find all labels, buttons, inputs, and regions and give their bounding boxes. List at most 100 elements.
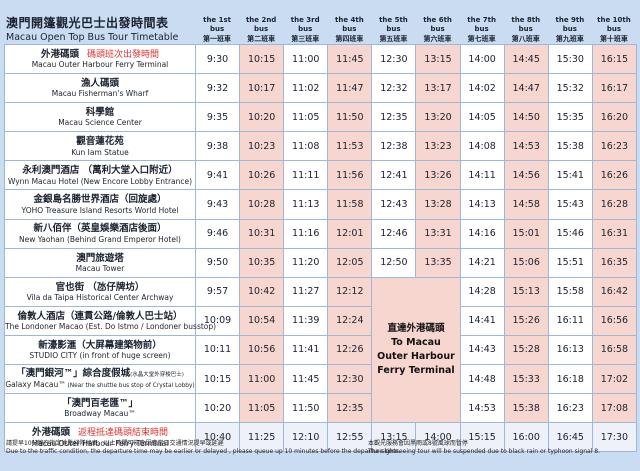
departure-time: 11:56 xyxy=(327,160,373,191)
departure-time: 10:23 xyxy=(239,131,285,162)
departure-time: 10:40 xyxy=(194,422,241,453)
departure-time: 13:31 xyxy=(415,218,461,249)
departure-time: 17:08 xyxy=(591,393,637,424)
stop-name-cell: 科學館 Macau Science Center xyxy=(4,102,196,133)
stop-name-english: Kun Iam Statue xyxy=(71,147,129,157)
departure-time: 15:38 xyxy=(547,131,593,162)
departure-time: 10:54 xyxy=(239,305,285,336)
departure-time: 14:56 xyxy=(503,160,549,191)
stop-name-cell: 倫敦人酒店（連貫公路/倫敦人巴士站） The Londoner Macao (Es… xyxy=(4,305,216,336)
departure-time: 10:42 xyxy=(239,276,285,307)
departure-time: 11:39 xyxy=(283,305,329,336)
stop-row: 官也街 （氹仔牌坊） Vila da Taipa Historical Cente… xyxy=(4,276,637,424)
stop-name-line: 倫敦人酒店（連貫公路/倫敦人巴士站） xyxy=(5,311,195,322)
stop-name-line: 新濠影滙（大屏幕建築物前） xyxy=(5,340,195,351)
bus-header-english: the 4th bus xyxy=(334,16,364,34)
departure-time: 11:27 xyxy=(283,276,329,307)
stop-name-chinese: 外港碼頭 xyxy=(31,426,70,438)
stop-name-line: 「澳門百老匯™」 xyxy=(5,398,195,409)
departure-time: 15:35 xyxy=(547,102,593,133)
stop-name-english: The Londoner Macao (Est. Do Istmo / Lond… xyxy=(5,322,217,332)
departure-time: 13:28 xyxy=(415,189,461,220)
departure-time: 9:38 xyxy=(194,131,241,162)
departure-time: 16:23 xyxy=(591,131,637,162)
departure-time: 16:26 xyxy=(591,160,637,191)
stop-row: 科學館 Macau Science Center 9:35 10:20 11:05 11:… xyxy=(4,102,637,133)
stop-name-english-line: Macau Outer Harbour Ferry Terminal xyxy=(5,60,195,69)
departure-time: 17:30 xyxy=(591,422,637,453)
departure-time: 15:28 xyxy=(503,334,549,366)
departure-time: 12:41 xyxy=(371,160,417,191)
departure-time: 15:33 xyxy=(503,364,549,395)
departure-time: 11:58 xyxy=(327,189,373,220)
stop-name-chinese: 「澳門百老匯™」 xyxy=(61,397,138,409)
stop-name-chinese: 澳門旅遊塔 xyxy=(76,252,124,264)
departure-time: 12:24 xyxy=(327,305,373,336)
departure-time: 14:02 xyxy=(459,73,505,104)
stop-name-english: Wynn Macau Hotel (New Encore Lobby Entra… xyxy=(7,176,193,186)
stop-name-english-line: Macau Science Center xyxy=(5,118,195,127)
stop-name-english-line: Kun Iam Statue xyxy=(5,148,195,157)
bus-header-chinese: 第十班車 xyxy=(599,34,628,43)
bus-header-3: the 3rd bus 第三班車 xyxy=(283,16,327,44)
departure-time: 12:26 xyxy=(327,334,373,366)
stop-row: 澳門旅遊塔 Macau Tower 9:50 10:35 11:20 12:05 12:50… xyxy=(4,247,637,278)
stop-name-english-line: STUDIO CITY (in front of huge screen) xyxy=(5,351,195,360)
stop-name-english-line: Broadway Macau™ xyxy=(5,409,195,418)
stop-name-english-line: Macau Fisherman's Wharf xyxy=(5,89,195,98)
departure-time: 11:20 xyxy=(283,247,329,278)
departure-time: 9:46 xyxy=(194,218,241,249)
departure-time: 15:41 xyxy=(547,160,593,191)
departure-time: 14:05 xyxy=(459,102,505,133)
stop-name-chinese: 新濠影滙（大屏幕建築物前） xyxy=(38,339,162,351)
stop-row: 新濠影滙（大屏幕建築物前） STUDIO CITY (in front of hu… xyxy=(4,334,637,366)
title-english: Macau Open Top Bus Tour Timetable xyxy=(6,32,179,43)
bus-header-4: the 4th bus 第四班車 xyxy=(327,16,371,44)
stop-name-english: Vila da Taipa Historical Center Archway xyxy=(26,292,174,302)
stop-name-line: 漁人碼頭 xyxy=(5,78,195,89)
bus-header-english: the 8th bus xyxy=(511,16,541,34)
bus-header-english: the 6th bus xyxy=(423,16,452,34)
stop-name-cell: 「澳門銀河™」綜合度假城(水晶大堂外穿梭巴士) Galaxy Macau™ (Ne… xyxy=(4,364,196,395)
departure-time: 12:12 xyxy=(327,276,373,307)
departure-time: 10:28 xyxy=(239,189,285,220)
departure-time: 15:06 xyxy=(503,247,549,278)
stop-name-english-line: Galaxy Macau™ (Near the shuttle bus stop… xyxy=(5,380,195,390)
stop-name-line: 新八佰伴（英皇娛樂酒店後面） xyxy=(5,223,195,234)
departure-time: 10:15 xyxy=(194,364,241,395)
stop-name-chinese: 金銀島名勝世界酒店（回旋處） xyxy=(33,194,167,206)
departure-time: 12:30 xyxy=(371,43,417,75)
footer-right-english: The sightseeing tour will be suspended d… xyxy=(368,448,600,456)
departure-time: 15:43 xyxy=(547,189,593,220)
stop-name-cell: 外港碼頭 碼頭班次出發時間 Macau Outer Harbour Ferry Te… xyxy=(4,43,196,75)
stop-row: 永利澳門酒店 （萬利大堂入口附近） Wynn Macau Hotel (New E… xyxy=(4,160,637,191)
departure-time: 16:15 xyxy=(591,43,637,75)
departure-time: 13:26 xyxy=(415,160,461,191)
departure-time: 9:30 xyxy=(194,43,241,75)
stop-name-english-line: YOHO Treasure Island Resorts World Hotel xyxy=(5,206,195,215)
direct-note-line: 直達外港碼頭 xyxy=(387,323,445,335)
bus-header-chinese: 第三班車 xyxy=(291,34,320,43)
direct-to-terminal-note: 直達外港碼頭 To Macau Outer Harbour Ferry Termina… xyxy=(371,276,461,424)
stop-name-english: New Yaohan (Behind Grand Emperor Hotel) xyxy=(19,234,181,244)
departure-time: 14:13 xyxy=(459,189,505,220)
departure-time: 14:00 xyxy=(415,422,461,453)
departure-time: 14:21 xyxy=(459,247,505,278)
departure-time: 11:45 xyxy=(283,364,329,395)
stop-name-chinese: 科學館 xyxy=(85,107,115,119)
departure-time: 9:57 xyxy=(194,276,241,307)
footer-right-note: 本觀光服務會因黑雨或8號風球而暫停 The sightseeing tour w… xyxy=(368,440,600,456)
departure-time: 11:05 xyxy=(239,393,285,424)
departure-time: 16:17 xyxy=(591,73,637,104)
departure-time: 11:13 xyxy=(283,189,329,220)
bus-header-6: the 6th bus 第六班車 xyxy=(416,16,460,44)
bus-header-chinese: 第七班車 xyxy=(467,34,496,43)
departure-time: 12:35 xyxy=(371,102,417,133)
stop-name-chinese: 倫敦人酒店（連貫公路/倫敦人巴士站） xyxy=(17,310,183,322)
stop-row: 「澳門百老匯™」 Broadway Macau™ 10:20 11:05 11:50 12… xyxy=(4,393,637,424)
bus-header-5: the 5th bus 第五班車 xyxy=(371,16,415,44)
stop-name-line: 「澳門銀河™」綜合度假城(水晶大堂外穿梭巴士) xyxy=(5,368,195,379)
departure-time: 14:53 xyxy=(459,393,505,424)
stop-name-english: Macau Fisherman's Wharf xyxy=(51,89,149,99)
departure-time: 15:58 xyxy=(547,276,593,307)
